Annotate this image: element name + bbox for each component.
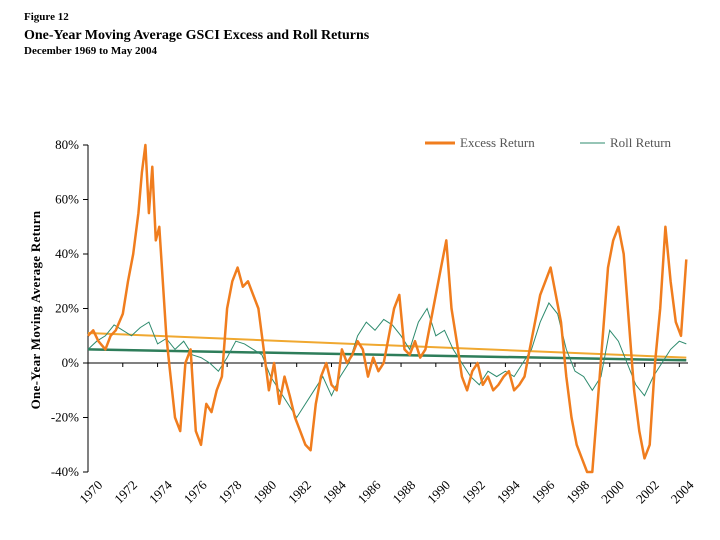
chart-legend: Excess Return Roll Return bbox=[425, 135, 672, 150]
y-tick-label: -40% bbox=[51, 464, 79, 479]
x-tick-label: 1976 bbox=[181, 477, 210, 506]
roll-trend-line bbox=[87, 348, 687, 362]
x-tick-label: 1998 bbox=[563, 477, 592, 506]
figure-title: One-Year Moving Average GSCI Excess and … bbox=[24, 28, 370, 43]
x-tick-label: 1996 bbox=[528, 477, 557, 506]
y-tick-label: 0% bbox=[62, 355, 80, 370]
x-tick-label: 1978 bbox=[215, 477, 244, 506]
y-tick-label: 60% bbox=[55, 192, 79, 207]
figure-subtitle: December 1969 to May 2004 bbox=[24, 45, 157, 57]
x-tick-label: 1980 bbox=[250, 477, 279, 506]
x-tick-label: 1992 bbox=[459, 477, 488, 506]
x-tick-label: 1986 bbox=[355, 477, 384, 506]
x-tick-label: 1972 bbox=[111, 477, 140, 506]
y-tick-label: -20% bbox=[51, 410, 79, 425]
x-tick-label: 1988 bbox=[389, 477, 418, 506]
y-tick-label: 20% bbox=[55, 301, 79, 316]
roll-return-line bbox=[87, 302, 687, 419]
x-tick-label: 1994 bbox=[494, 477, 523, 506]
y-tick-label: 40% bbox=[55, 246, 79, 261]
figure-number: Figure 12 bbox=[24, 11, 69, 23]
x-tick-label: 1974 bbox=[146, 477, 175, 506]
x-tick-label: 1984 bbox=[320, 477, 349, 506]
x-tick-label: 1990 bbox=[424, 477, 453, 506]
x-tick-label: 1982 bbox=[285, 477, 314, 506]
x-tick-label: 1970 bbox=[76, 477, 105, 506]
series-lines bbox=[87, 143, 688, 474]
legend-label-roll: Roll Return bbox=[610, 135, 672, 150]
x-tick-label: 2004 bbox=[668, 477, 697, 506]
x-tick-label: 2002 bbox=[633, 477, 662, 506]
legend-label-excess: Excess Return bbox=[460, 135, 535, 150]
y-tick-label: 80% bbox=[55, 137, 79, 152]
y-axis-label: One-Year Moving Average Return bbox=[28, 210, 43, 409]
excess-return-line bbox=[87, 143, 688, 474]
x-tick-label: 2000 bbox=[598, 477, 627, 506]
